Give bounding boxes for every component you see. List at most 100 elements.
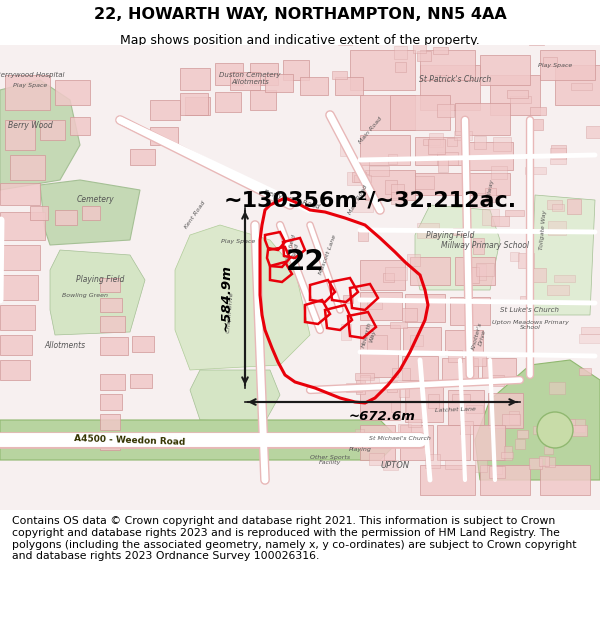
- Bar: [180, 68, 210, 90]
- Bar: [579, 368, 592, 375]
- Bar: [545, 458, 556, 468]
- Bar: [554, 274, 575, 282]
- Bar: [428, 394, 439, 408]
- Bar: [460, 421, 473, 434]
- Bar: [529, 458, 542, 469]
- Polygon shape: [530, 195, 595, 315]
- Text: UPTON: UPTON: [380, 461, 410, 469]
- Bar: [0, 212, 45, 240]
- Bar: [392, 368, 410, 380]
- Text: Playing Field: Playing Field: [426, 231, 474, 239]
- Bar: [352, 199, 373, 212]
- Bar: [428, 139, 445, 154]
- Bar: [420, 50, 475, 80]
- Bar: [507, 90, 528, 98]
- Bar: [555, 65, 600, 105]
- Text: St Luke's Church: St Luke's Church: [500, 307, 560, 313]
- Bar: [454, 228, 466, 234]
- Bar: [454, 131, 472, 140]
- Bar: [100, 298, 122, 312]
- Text: Main Road: Main Road: [358, 116, 383, 144]
- Bar: [395, 62, 406, 72]
- Bar: [415, 176, 434, 189]
- Bar: [550, 149, 566, 164]
- Bar: [475, 460, 487, 472]
- Text: Play Space: Play Space: [538, 62, 572, 68]
- Bar: [360, 325, 400, 350]
- Bar: [530, 107, 545, 115]
- Bar: [491, 216, 509, 226]
- Bar: [455, 257, 495, 285]
- Bar: [335, 77, 363, 95]
- Bar: [340, 141, 348, 156]
- Bar: [579, 334, 599, 343]
- Bar: [367, 302, 382, 309]
- Bar: [553, 204, 564, 211]
- Text: 22: 22: [286, 248, 325, 276]
- Bar: [0, 335, 32, 355]
- Bar: [543, 57, 557, 66]
- Bar: [417, 222, 439, 239]
- Bar: [509, 252, 519, 261]
- Bar: [358, 160, 369, 174]
- Text: Latchet Lane: Latchet Lane: [434, 407, 476, 413]
- Bar: [0, 183, 40, 205]
- Bar: [571, 83, 592, 89]
- Bar: [489, 466, 505, 479]
- Text: Bowling Green: Bowling Green: [62, 292, 108, 297]
- Bar: [369, 453, 384, 466]
- Bar: [407, 254, 421, 266]
- Bar: [430, 133, 443, 147]
- Bar: [465, 173, 510, 195]
- Bar: [438, 159, 448, 172]
- Text: Allotments: Allotments: [231, 79, 269, 85]
- Bar: [450, 297, 490, 325]
- Bar: [360, 353, 398, 377]
- Bar: [390, 95, 450, 130]
- Bar: [466, 268, 479, 283]
- Polygon shape: [0, 420, 400, 460]
- Text: Map shows position and indicative extent of the property.: Map shows position and indicative extent…: [120, 34, 480, 47]
- Bar: [383, 272, 394, 282]
- Bar: [100, 374, 125, 390]
- Bar: [437, 152, 458, 165]
- Bar: [472, 193, 490, 207]
- Bar: [402, 356, 438, 380]
- Bar: [480, 55, 530, 85]
- Bar: [566, 199, 581, 214]
- Bar: [10, 155, 45, 180]
- Bar: [540, 465, 590, 495]
- Text: Berrywood Hospital: Berrywood Hospital: [0, 72, 64, 78]
- Bar: [476, 263, 494, 276]
- Bar: [491, 166, 507, 179]
- Bar: [505, 210, 524, 216]
- Bar: [416, 51, 431, 61]
- Bar: [125, 434, 143, 448]
- Bar: [403, 327, 441, 352]
- Polygon shape: [40, 180, 140, 245]
- Bar: [0, 305, 35, 330]
- Bar: [455, 103, 510, 135]
- Bar: [347, 172, 364, 184]
- Bar: [355, 429, 364, 442]
- Bar: [360, 135, 410, 165]
- Bar: [355, 372, 374, 380]
- Bar: [341, 324, 350, 340]
- Bar: [265, 74, 293, 92]
- Bar: [388, 154, 397, 164]
- Bar: [420, 465, 475, 495]
- Bar: [100, 337, 128, 355]
- Bar: [415, 137, 465, 165]
- Bar: [448, 390, 484, 425]
- Bar: [473, 239, 484, 254]
- Bar: [360, 292, 402, 320]
- Bar: [482, 209, 499, 225]
- Bar: [343, 295, 353, 303]
- Bar: [549, 382, 565, 394]
- Bar: [437, 425, 470, 460]
- Text: St Patrick's Church: St Patrick's Church: [419, 76, 491, 84]
- Bar: [100, 414, 120, 430]
- Bar: [5, 75, 50, 110]
- Bar: [488, 393, 523, 428]
- Bar: [391, 184, 404, 198]
